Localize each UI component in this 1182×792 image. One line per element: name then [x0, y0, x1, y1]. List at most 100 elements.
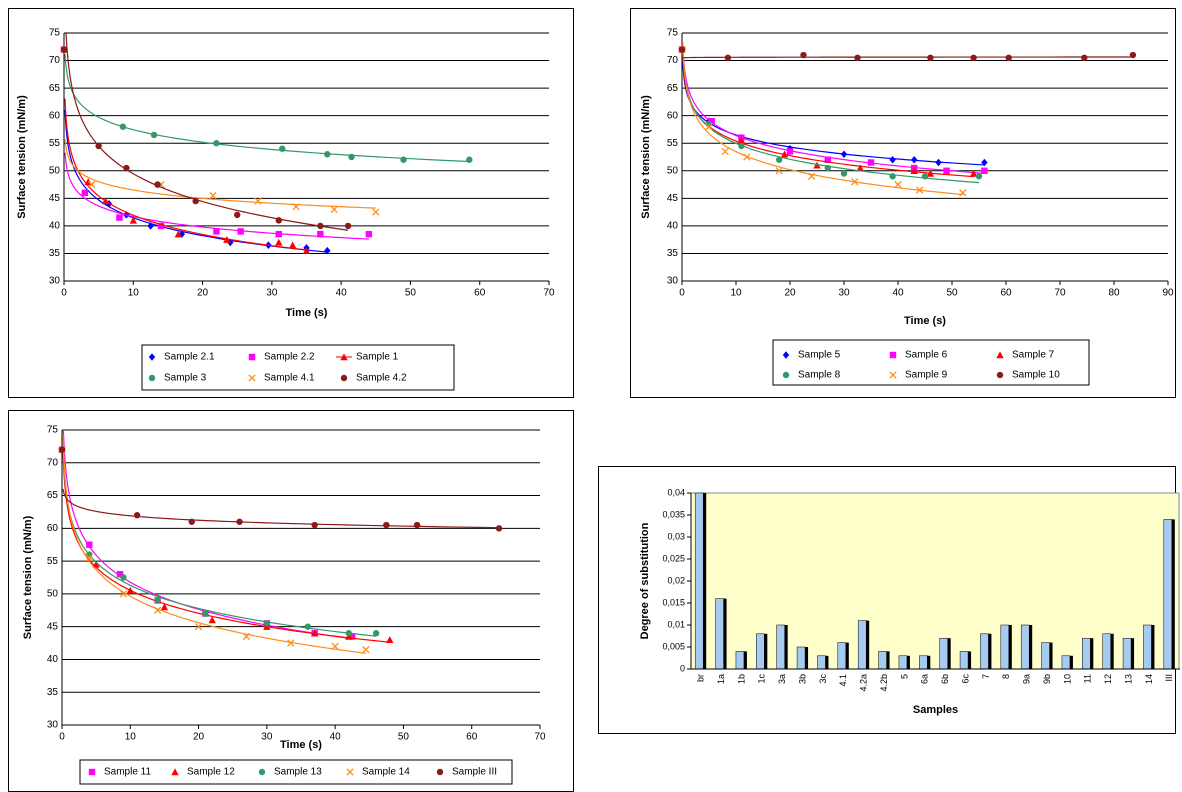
marker	[147, 222, 154, 230]
y-tick-label: 40	[49, 221, 61, 232]
marker	[894, 180, 902, 189]
x-tick-label: 40	[892, 288, 904, 299]
trend-line	[682, 42, 963, 196]
y-tick-label: 30	[667, 276, 679, 287]
marker	[910, 167, 918, 174]
bar	[735, 651, 745, 670]
chart-frame	[630, 8, 1176, 398]
x-tick-label: 20	[197, 288, 209, 299]
marker	[174, 230, 183, 238]
marker	[275, 217, 282, 224]
x-tick-label: 30	[261, 732, 273, 743]
bar	[878, 651, 887, 670]
marker	[119, 123, 127, 130]
x-tick-label: 6a	[920, 674, 930, 684]
bar	[980, 633, 989, 670]
marker	[86, 551, 93, 558]
legend-marker	[889, 351, 897, 359]
y-tick-label: 0,005	[662, 641, 685, 651]
marker	[724, 54, 732, 61]
y-tick-label: 0,01	[667, 619, 685, 629]
legend-label: Sample 8	[798, 370, 841, 381]
trend-line	[65, 33, 349, 231]
marker	[970, 54, 977, 61]
marker	[85, 554, 93, 562]
legend-box	[141, 344, 455, 391]
marker	[188, 518, 195, 525]
x-tick-label: 3c	[818, 674, 828, 684]
legend-label: Sample 9	[905, 370, 948, 381]
marker	[209, 191, 217, 200]
x-axis-title: Time (s)	[280, 739, 322, 751]
y-tick-label: 0	[680, 663, 685, 673]
y-tick-label: 35	[667, 248, 679, 259]
legend-label: Sample 3	[164, 373, 207, 384]
x-tick-label: 3b	[797, 674, 807, 684]
marker	[331, 642, 339, 650]
y-tick-label: 65	[667, 83, 679, 94]
y-tick-label: 60	[667, 110, 679, 121]
bar	[756, 633, 765, 670]
marker	[311, 521, 318, 529]
bar	[939, 637, 948, 670]
marker	[840, 150, 848, 159]
marker	[915, 186, 924, 194]
marker	[400, 156, 407, 163]
x-tick-label: 70	[534, 732, 546, 743]
y-tick-label: 55	[667, 138, 679, 149]
x-tick-label: 4.1	[838, 674, 848, 687]
legend-marker	[996, 351, 1004, 359]
y-tick-label: 65	[49, 83, 61, 94]
y-tick-label: 65	[47, 490, 59, 501]
x-tick-label: 8	[1001, 674, 1011, 679]
y-tick-label: 70	[47, 457, 59, 468]
marker	[372, 630, 380, 637]
marker	[304, 623, 312, 630]
marker	[192, 197, 199, 205]
x-tick-label: br	[696, 674, 706, 682]
x-tick-label: 90	[1162, 288, 1174, 299]
y-tick-label: 60	[47, 523, 59, 534]
marker	[95, 142, 102, 150]
legend-marker	[248, 374, 256, 382]
y-tick-label: 35	[47, 687, 59, 698]
marker	[889, 155, 896, 164]
legend-label: Sample 11	[104, 767, 152, 778]
marker	[120, 574, 127, 581]
bar	[1163, 519, 1173, 670]
marker	[807, 172, 816, 180]
bar	[1143, 624, 1152, 670]
marker	[234, 211, 241, 219]
x-tick-label: 0	[59, 732, 65, 743]
marker	[775, 167, 783, 175]
marker	[921, 173, 929, 180]
trend-line	[62, 435, 366, 654]
marker	[88, 180, 96, 189]
marker	[737, 136, 746, 144]
marker	[969, 169, 978, 177]
legend-label: Sample 13	[274, 767, 322, 778]
y-tick-label: 50	[49, 165, 61, 176]
y-tick-label: 40	[667, 221, 679, 232]
marker	[927, 54, 934, 61]
marker	[1005, 54, 1012, 61]
plot-background	[690, 492, 1180, 670]
marker	[237, 228, 244, 235]
marker	[824, 156, 831, 163]
y-tick-label: 55	[47, 556, 59, 567]
y-axis-title: Surface tension (mN/m)	[16, 95, 28, 219]
bar	[1000, 624, 1010, 670]
x-axis-title: Time (s)	[904, 315, 946, 327]
legend-marker	[171, 768, 179, 776]
marker	[383, 521, 390, 529]
x-tick-label: 0	[679, 288, 685, 299]
marker	[1129, 51, 1137, 59]
y-tick-label: 35	[49, 248, 61, 259]
bar	[1020, 624, 1030, 670]
legend-label: Sample 14	[362, 767, 410, 778]
y-tick-label: 30	[47, 720, 59, 731]
x-tick-label: 10	[730, 288, 742, 299]
marker	[959, 189, 967, 197]
trend-line	[64, 98, 307, 251]
